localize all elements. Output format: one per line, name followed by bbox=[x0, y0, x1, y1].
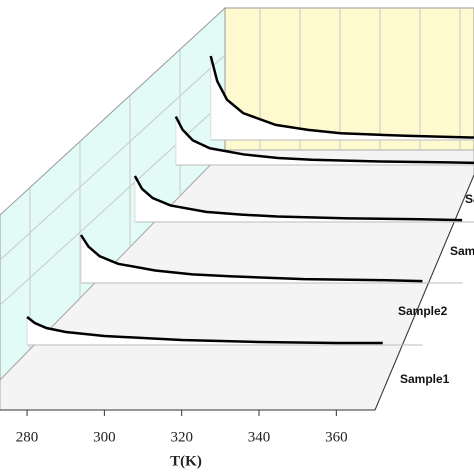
row-fill bbox=[210, 56, 474, 140]
x-tick-label: 300 bbox=[93, 429, 116, 445]
series-label: Sample1 bbox=[400, 372, 450, 386]
x-tick-label: 360 bbox=[325, 429, 348, 445]
series-line bbox=[133, 175, 463, 222]
row-fill bbox=[27, 317, 383, 345]
x-tick-label: 320 bbox=[170, 429, 193, 445]
series-line bbox=[174, 116, 474, 165]
series-label: Sample4 bbox=[465, 192, 474, 206]
series-line bbox=[79, 234, 423, 283]
x-tick-label: 340 bbox=[248, 429, 271, 445]
row-fill bbox=[175, 116, 474, 165]
x-axis-title: T(K) bbox=[170, 453, 202, 469]
series-line bbox=[209, 55, 474, 139]
row-fill bbox=[80, 235, 423, 283]
x-tick-label: 280 bbox=[16, 429, 39, 445]
depth-axis bbox=[374, 174, 474, 411]
series-label: Sample3 bbox=[450, 244, 474, 258]
row-fill bbox=[134, 176, 463, 222]
series-label: Sample2 bbox=[398, 304, 448, 318]
series-line bbox=[26, 316, 383, 345]
